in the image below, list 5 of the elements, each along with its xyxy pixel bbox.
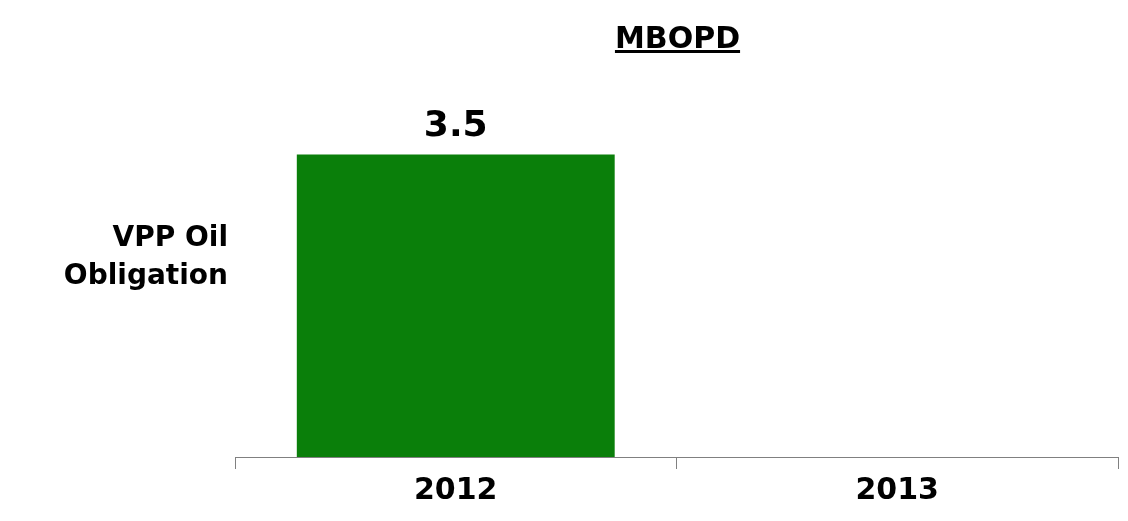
chart-title: MBOPD bbox=[613, 19, 742, 57]
data-label: 3.5 bbox=[423, 102, 488, 144]
y-axis-title: VPP Oil Obligation bbox=[62, 219, 228, 293]
x-tick-label: 2013 bbox=[855, 470, 939, 506]
x-tick-label: 2012 bbox=[414, 470, 498, 506]
